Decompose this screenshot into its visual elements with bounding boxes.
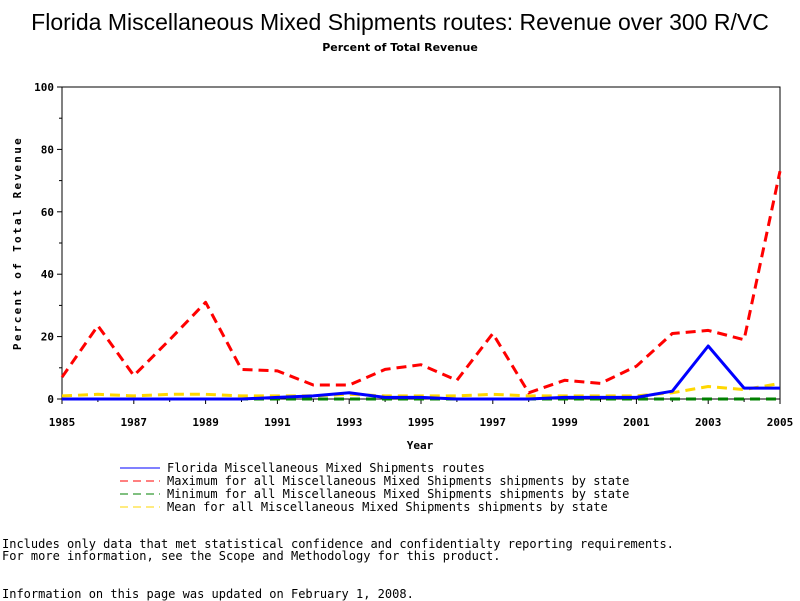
y-tick-label: 100 (34, 81, 54, 94)
x-axis-label: Year (407, 439, 434, 452)
x-tick-label: 1993 (336, 416, 363, 429)
footnote-methodology: For more information, see the Scope and … (2, 549, 501, 563)
legend-label: Maximum for all Miscellaneous Mixed Ship… (167, 474, 629, 488)
x-tick-label: 2003 (695, 416, 722, 429)
plot-frame (61, 86, 781, 400)
x-tick-label: 2005 (767, 416, 794, 429)
series-lines (60, 170, 782, 401)
x-tick-label: 1987 (121, 416, 148, 429)
series-line-0 (62, 344, 780, 401)
chart-subtitle: Percent of Total Revenue (322, 41, 478, 54)
chart-title: Florida Miscellaneous Mixed Shipments ro… (31, 9, 769, 35)
x-tick-label: 1989 (192, 416, 219, 429)
y-tick-label: 0 (47, 393, 54, 406)
y-axis: 0 20 40 60 80 100 (34, 81, 62, 406)
series-line-1 (60, 170, 782, 395)
y-tick-label: 60 (41, 206, 54, 219)
x-tick-label: 1999 (551, 416, 578, 429)
legend: Florida Miscellaneous Mixed Shipments ro… (120, 461, 629, 514)
y-tick-label: 20 (41, 331, 54, 344)
legend-label: Minimum for all Miscellaneous Mixed Ship… (167, 487, 629, 501)
x-tick-label: 1985 (49, 416, 76, 429)
legend-label: Mean for all Miscellaneous Mixed Shipmen… (167, 500, 608, 514)
y-axis-label: Percent of Total Revenue (11, 136, 24, 350)
x-tick-label: 1991 (264, 416, 291, 429)
legend-label: Florida Miscellaneous Mixed Shipments ro… (167, 461, 485, 475)
y-tick-label: 80 (41, 143, 54, 156)
x-axis: 1985 1987 1989 1991 1993 1995 1997 1999 2001 2003… (49, 399, 794, 429)
x-tick-label: 1997 (480, 416, 507, 429)
x-tick-label: 1995 (408, 416, 435, 429)
x-tick-label: 2001 (623, 416, 650, 429)
footnote-confidentiality: Includes only data that met statistical … (2, 537, 674, 551)
y-tick-label: 40 (41, 268, 54, 281)
footnote-updated: Information on this page was updated on … (2, 587, 414, 601)
